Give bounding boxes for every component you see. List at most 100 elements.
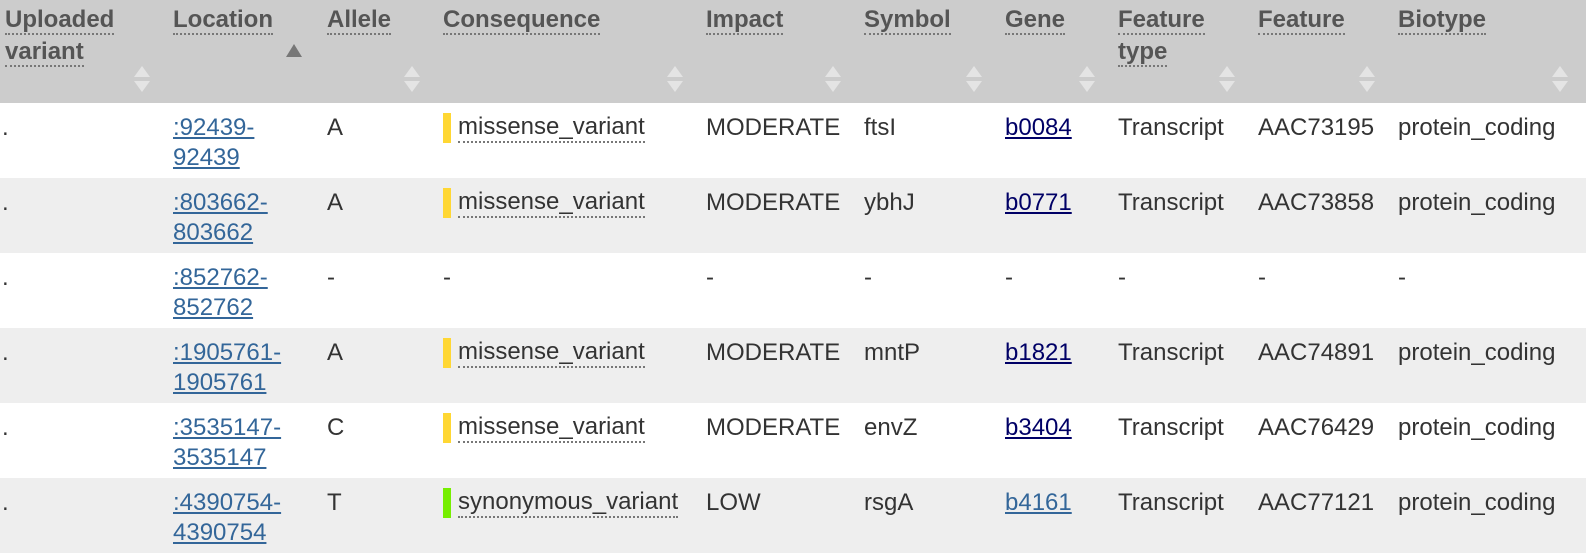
location-end: 4390754 xyxy=(173,519,267,546)
gene-link[interactable]: b0084 xyxy=(1005,114,1072,141)
cell-impact: MODERATE xyxy=(706,189,841,216)
cell-uploaded-variant: . xyxy=(2,489,9,516)
column-header-location[interactable]: Location xyxy=(168,0,322,103)
location-link[interactable]: :3535147- 3535147 xyxy=(173,413,322,473)
cell-gene: b0771 xyxy=(1000,178,1113,253)
column-header-allele[interactable]: Allele xyxy=(322,0,438,103)
location-end: 92439 xyxy=(173,144,240,171)
cell-location: :4390754- 4390754 xyxy=(168,478,322,553)
sort-both-icon[interactable] xyxy=(1079,64,1095,96)
cell-gene: b4161 xyxy=(1000,478,1113,553)
location-link[interactable]: :803662- 803662 xyxy=(173,188,322,248)
cell-uploaded-variant: . xyxy=(2,264,9,291)
column-header-uploaded[interactable]: Uploaded variant xyxy=(0,0,168,103)
gene-link[interactable]: b4161 xyxy=(1005,489,1072,516)
location-link[interactable]: :1905761- 1905761 xyxy=(173,338,322,398)
sort-both-icon[interactable] xyxy=(825,64,841,96)
column-header-biotype[interactable]: Biotype xyxy=(1393,0,1586,103)
column-header-feature[interactable]: Feature xyxy=(1253,0,1393,103)
cell-uploaded-variant: . xyxy=(2,114,9,141)
cell-feature: AAC74891 xyxy=(1258,339,1375,366)
cell-consequence: missense_variant xyxy=(438,403,701,478)
column-header-label: Allele xyxy=(327,6,392,35)
cell-feature: AAC73858 xyxy=(1258,189,1375,216)
gene-label: - xyxy=(1005,264,1013,291)
column-header-feature_type[interactable]: Feature type xyxy=(1113,0,1253,103)
cell-allele: A xyxy=(327,339,344,366)
sort-ascending-icon[interactable] xyxy=(286,44,302,57)
consequence-color-swatch xyxy=(443,488,451,518)
cell-impact: MODERATE xyxy=(706,339,841,366)
column-header-label: variant xyxy=(5,38,84,67)
cell-gene: b3404 xyxy=(1000,403,1113,478)
cell-feature: AAC77121 xyxy=(1258,489,1375,516)
location-link[interactable]: :92439- 92439 xyxy=(173,113,322,173)
column-header-label: Biotype xyxy=(1398,6,1487,35)
sort-both-icon[interactable] xyxy=(667,64,683,96)
location-link[interactable]: :852762- 852762 xyxy=(173,263,322,323)
consequence-color-swatch xyxy=(443,338,451,368)
cell-impact: MODERATE xyxy=(706,114,841,141)
consequence-color-swatch xyxy=(443,413,451,443)
sort-both-icon[interactable] xyxy=(404,64,420,96)
cell-biotype: protein_coding xyxy=(1398,114,1556,141)
cell-feature-type: Transcript xyxy=(1118,414,1224,441)
gene-link[interactable]: b3404 xyxy=(1005,414,1072,441)
cell-gene: b0084 xyxy=(1000,103,1113,178)
column-header-consequence[interactable]: Consequence xyxy=(438,0,701,103)
location-start: :4390754- xyxy=(173,489,282,516)
cell-gene: b1821 xyxy=(1000,328,1113,403)
consequence-color-swatch xyxy=(443,188,451,218)
gene-link[interactable]: b0771 xyxy=(1005,189,1072,216)
column-header-label: Uploaded xyxy=(5,6,115,35)
cell-consequence: missense_variant xyxy=(438,103,701,178)
cell-feature-type: - xyxy=(1118,264,1126,291)
cell-consequence: missense_variant xyxy=(438,178,701,253)
column-header-gene[interactable]: Gene xyxy=(1000,0,1113,103)
location-link[interactable]: :4390754- 4390754 xyxy=(173,488,322,548)
cell-impact: LOW xyxy=(706,489,761,516)
cell-impact: - xyxy=(706,264,714,291)
cell-consequence: - xyxy=(438,253,701,328)
column-header-impact[interactable]: Impact xyxy=(701,0,859,103)
cell-consequence: synonymous_variant xyxy=(438,478,701,553)
location-start: :3535147- xyxy=(173,414,282,441)
cell-biotype: protein_coding xyxy=(1398,189,1556,216)
cell-uploaded-variant: . xyxy=(2,339,9,366)
location-start: :1905761- xyxy=(173,339,282,366)
sort-both-icon[interactable] xyxy=(966,64,982,96)
cell-location: :852762- 852762 xyxy=(168,253,322,328)
sort-both-icon[interactable] xyxy=(1552,64,1568,96)
cell-biotype: protein_coding xyxy=(1398,339,1556,366)
cell-feature-type: Transcript xyxy=(1118,189,1224,216)
cell-feature: AAC76429 xyxy=(1258,414,1375,441)
cell-impact: MODERATE xyxy=(706,414,841,441)
cell-location: :803662- 803662 xyxy=(168,178,322,253)
consequence-label: missense_variant xyxy=(458,413,645,443)
column-header-label: type xyxy=(1118,38,1168,67)
consequence-term: missense_variant xyxy=(443,413,645,443)
cell-allele: A xyxy=(327,114,344,141)
sort-both-icon[interactable] xyxy=(134,64,150,96)
cell-feature-type: Transcript xyxy=(1118,114,1224,141)
sort-both-icon[interactable] xyxy=(1359,64,1375,96)
header-row: Uploaded variant Location Allele Consequence… xyxy=(0,0,1586,103)
column-header-label: Gene xyxy=(1005,6,1066,35)
column-header-label: Feature xyxy=(1118,6,1205,35)
column-header-label: Symbol xyxy=(864,6,951,35)
consequence-term: missense_variant xyxy=(443,113,645,143)
cell-location: :92439- 92439 xyxy=(168,103,322,178)
gene-link[interactable]: b1821 xyxy=(1005,339,1072,366)
consequence-label: - xyxy=(443,264,451,291)
table-header: Uploaded variant Location Allele Consequence… xyxy=(0,0,1586,103)
column-header-symbol[interactable]: Symbol xyxy=(859,0,1000,103)
sort-both-icon[interactable] xyxy=(1219,64,1235,96)
column-header-label: Impact xyxy=(706,6,784,35)
consequence-label: missense_variant xyxy=(458,113,645,143)
